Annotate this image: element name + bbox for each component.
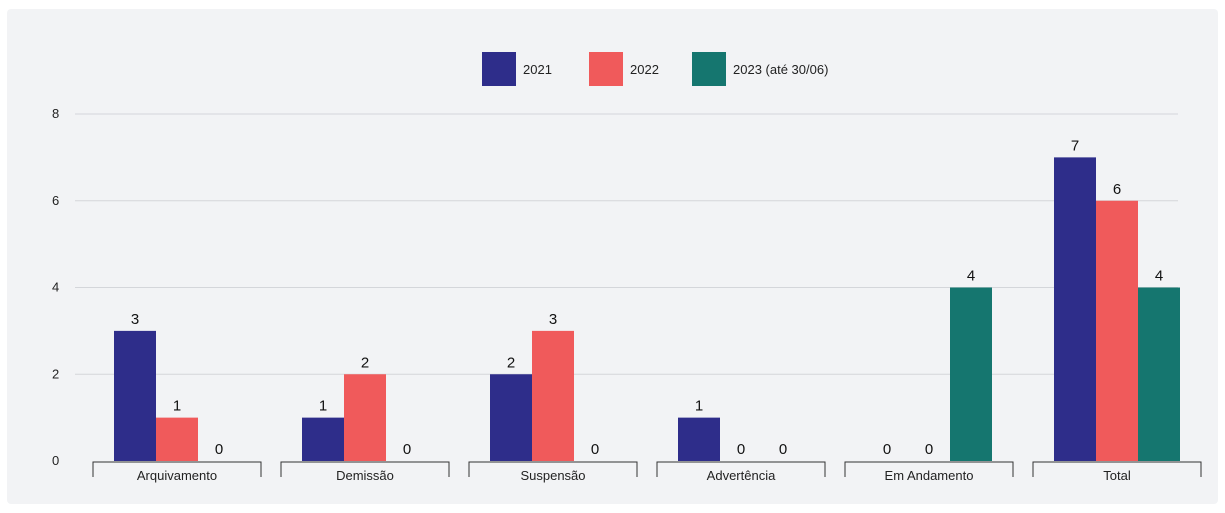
y-axis-ticks: 0 2 4 6 8 bbox=[52, 106, 59, 468]
bar-value-label: 7 bbox=[1071, 137, 1079, 154]
legend-label: 2021 bbox=[523, 62, 552, 77]
category-label: Suspensão bbox=[520, 468, 585, 483]
legend-swatch bbox=[589, 52, 623, 86]
legend-label: 2023 (até 30/06) bbox=[733, 62, 828, 77]
legend-swatch bbox=[692, 52, 726, 86]
bar-value-label: 0 bbox=[779, 441, 787, 458]
legend-swatch bbox=[482, 52, 516, 86]
category-label: Em Andamento bbox=[885, 468, 974, 483]
bar-value-label: 0 bbox=[591, 441, 599, 458]
bar-value-label: 0 bbox=[883, 441, 891, 458]
category-label: Arquivamento bbox=[137, 468, 217, 483]
category-bracket bbox=[92, 461, 262, 477]
bar-value-label: 0 bbox=[403, 441, 411, 458]
bar-value-label: 0 bbox=[925, 441, 933, 458]
value-labels: 3 1 0 1 2 0 2 3 0 1 0 0 0 0 4 7 6 4 bbox=[131, 137, 1163, 458]
bar-value-label: 4 bbox=[967, 268, 975, 285]
category-label: Total bbox=[1103, 468, 1131, 483]
gridlines bbox=[75, 113, 1178, 375]
category-axis: Arquivamento Demissão Suspensão Advertência… bbox=[92, 461, 1202, 483]
category-bracket bbox=[656, 461, 826, 477]
bar-value-label: 3 bbox=[131, 311, 139, 328]
y-tick-label-6: 6 bbox=[52, 193, 59, 208]
bar-value-label: 4 bbox=[1155, 268, 1163, 285]
y-tick-label-0: 0 bbox=[52, 453, 59, 468]
bar-value-label: 1 bbox=[319, 398, 327, 415]
bar bbox=[156, 417, 198, 461]
category-bracket bbox=[844, 461, 1014, 477]
bar-value-label: 6 bbox=[1113, 181, 1121, 198]
legend-label: 2022 bbox=[630, 62, 659, 77]
bar bbox=[1138, 287, 1180, 461]
bar bbox=[302, 417, 344, 461]
bar-value-label: 0 bbox=[215, 441, 223, 458]
bar bbox=[344, 374, 386, 461]
chart-panel bbox=[7, 9, 1218, 504]
bar-value-label: 3 bbox=[549, 311, 557, 328]
category-bracket bbox=[468, 461, 638, 477]
bar bbox=[114, 330, 156, 461]
y-tick-label-8: 8 bbox=[52, 106, 59, 121]
bars bbox=[114, 157, 1180, 461]
category-bracket bbox=[1032, 461, 1202, 477]
bar-value-label: 1 bbox=[695, 398, 703, 415]
bar-value-label: 0 bbox=[737, 441, 745, 458]
bar-value-label: 2 bbox=[361, 354, 369, 371]
category-label: Advertência bbox=[707, 468, 776, 483]
bar bbox=[950, 287, 992, 461]
bar-value-label: 2 bbox=[507, 354, 515, 371]
legend: 2021 2022 2023 (até 30/06) bbox=[482, 52, 828, 86]
y-tick-label-2: 2 bbox=[52, 366, 59, 381]
bar bbox=[490, 374, 532, 461]
bar bbox=[1054, 157, 1096, 461]
category-label: Demissão bbox=[336, 468, 394, 483]
bar bbox=[1096, 200, 1138, 461]
bar bbox=[678, 417, 720, 461]
bar bbox=[532, 330, 574, 461]
y-tick-label-4: 4 bbox=[52, 280, 59, 295]
bar-value-label: 1 bbox=[173, 398, 181, 415]
category-bracket bbox=[280, 461, 450, 477]
